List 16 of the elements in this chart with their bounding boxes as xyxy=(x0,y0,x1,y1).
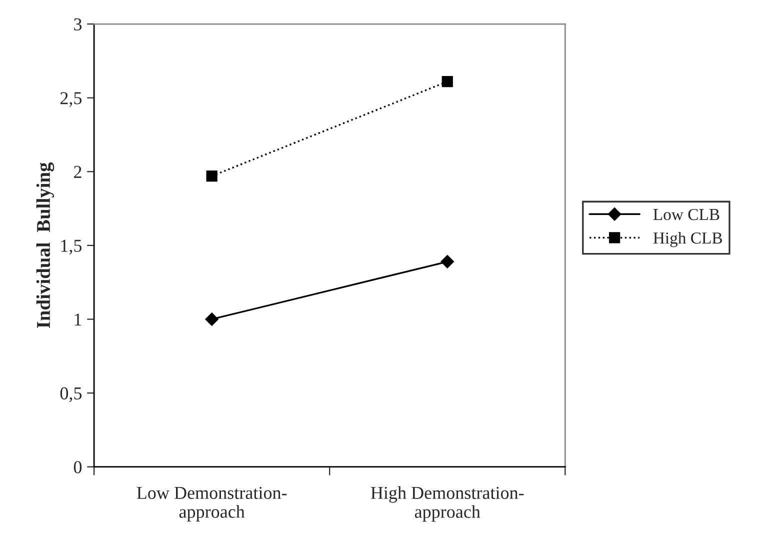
point xyxy=(206,170,218,182)
y-tick-label: 1,5 xyxy=(61,240,82,254)
y-tick-label: 3 xyxy=(74,18,82,30)
point xyxy=(205,312,218,326)
x-tick-label: Low Demonstration- approach xyxy=(136,486,287,522)
y-tick-label: 0,5 xyxy=(60,387,82,402)
x-tick-label: High Demonstration- approach xyxy=(370,486,524,522)
legend-label: Low CLB xyxy=(653,208,720,220)
y-tick-label: 0 xyxy=(74,461,82,474)
y-tick-label: 1 xyxy=(74,314,82,326)
point xyxy=(440,255,454,268)
legend-label: High CLB xyxy=(653,232,722,248)
y-tick-label: 2 xyxy=(74,166,82,178)
y-axis-title: Individual Bullying xyxy=(36,162,54,328)
y-tick-label: 2,5 xyxy=(60,92,82,107)
point xyxy=(442,76,453,88)
